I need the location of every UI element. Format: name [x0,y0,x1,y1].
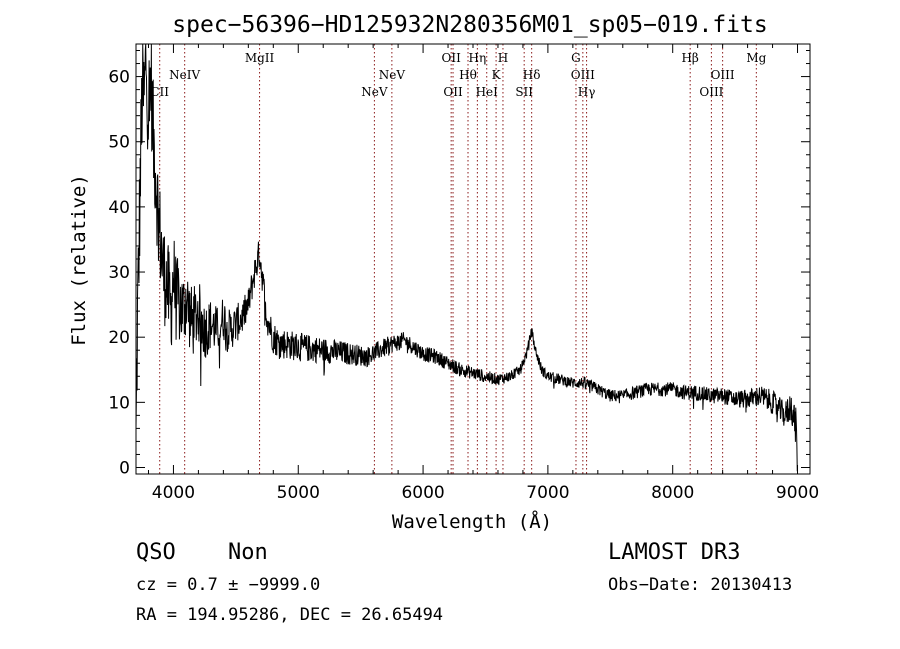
redshift-cz: cz = 0.7 ± −9999.0 [136,575,320,595]
y-tick-label: 20 [108,328,130,348]
x-tick-label: 4000 [152,483,195,503]
x-tick-label: 9000 [776,483,819,503]
line-label-Hgamma: Hγ [578,85,596,99]
line-label-G: G [571,51,581,65]
ra-dec-coordinates: RA = 194.95286, DEC = 26.65494 [136,605,443,625]
y-tick-label: 30 [108,263,130,283]
line-label-OIII-3: OIII [711,68,735,82]
y-tick-label: 60 [108,68,130,88]
line-label-OII-1: OII [441,51,461,65]
observation-date: Obs−Date: 20130413 [608,575,792,595]
flux-series-line [135,43,798,472]
line-label-H: H [498,51,508,65]
y-axis-label: Flux (relative) [68,174,90,346]
line-label-NeV-2: NeV [379,68,406,82]
line-label-NeIV: NeIV [169,68,200,82]
x-axis-ticks: 4000 5000 6000 7000 8000 9000 [147,44,819,503]
x-tick-label: 7000 [526,483,569,503]
x-tick-label: 5000 [277,483,320,503]
line-label-CII: CII [150,85,169,99]
object-class: QSO [136,540,176,565]
y-tick-label: 0 [119,458,130,478]
line-label-SII: SII [515,85,533,99]
x-tick-label: 6000 [401,483,444,503]
line-label-Htheta: Hθ [459,68,477,82]
line-label-OIII-1: OIII [571,68,595,82]
line-label-OIII-2: OIII [699,85,723,99]
y-tick-label: 50 [108,133,130,153]
x-axis-label: Wavelength (Å) [392,510,552,533]
line-label-Hdelta: Hδ [523,68,541,82]
plot-frame [135,43,811,475]
line-label-HeI: HeI [476,85,499,99]
survey-name: LAMOST DR3 [608,540,740,565]
line-label-Mg: Mg [746,51,766,65]
y-tick-label: 10 [108,393,130,413]
object-subclass: Non [228,540,268,565]
line-label-OII-2: OII [443,85,463,99]
emission-lines-layer [159,44,757,474]
x-tick-label: 8000 [651,483,694,503]
line-label-Hbeta: Hβ [681,51,698,65]
y-tick-label: 40 [108,198,130,218]
line-label-NeV-1: NeV [361,85,388,99]
y-axis-ticks: 0 10 20 30 40 50 60 [108,50,810,478]
chart-title: spec−56396−HD125932N280356M01_sp05−019.f… [172,12,767,38]
line-label-MgII: MgII [245,51,275,65]
line-label-Heta: Hη [469,51,487,65]
line-label-K: K [492,68,502,82]
